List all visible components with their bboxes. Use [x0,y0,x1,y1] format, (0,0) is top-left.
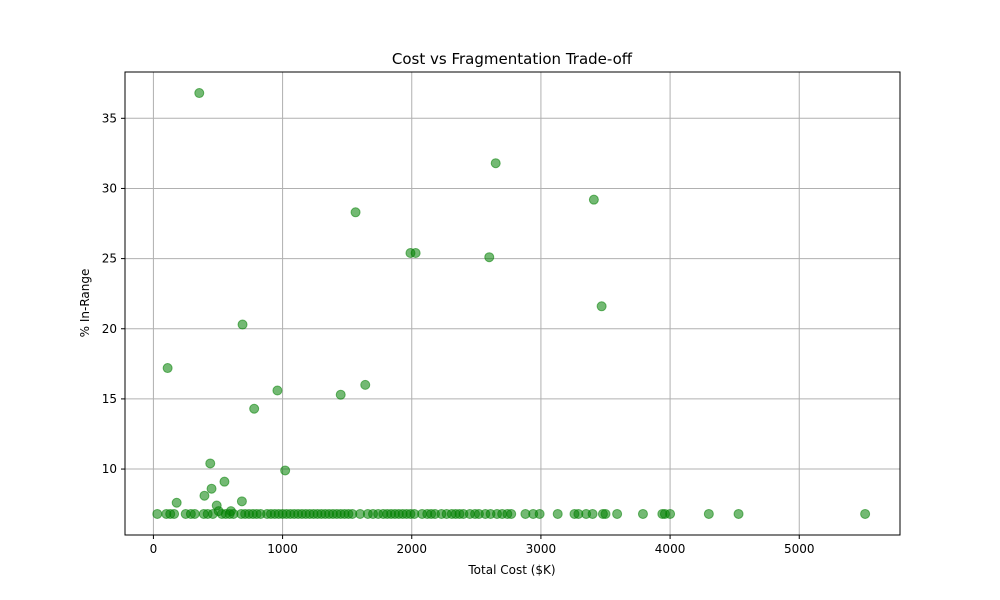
data-point [199,490,210,501]
ticks: 0 1000 2000 3000 4000 5000 10 15 20 25 30 35 [102,111,815,556]
data-point [534,508,545,519]
grid [125,72,900,535]
data-point [280,465,291,476]
data-point [410,247,421,258]
data-point [272,385,283,396]
x-tick-label: 5000 [784,542,815,556]
data-point [587,508,598,519]
x-tick-label: 2000 [396,542,427,556]
y-tick-label: 15 [102,392,117,406]
data-point [169,508,180,519]
data-point [237,319,248,330]
data-point [860,508,871,519]
data-point [350,207,361,218]
x-tick-label: 0 [150,542,158,556]
y-tick-label: 10 [102,462,117,476]
data-point [360,379,371,390]
data-point [335,389,346,400]
data-point [596,301,607,312]
plot-frame [124,71,901,536]
data-point [703,508,714,519]
y-tick-label: 20 [102,322,117,336]
data-point [236,496,247,507]
x-tick-label: 1000 [267,542,298,556]
data-point [552,508,563,519]
data-point [733,508,744,519]
y-axis-label: % In-Range [78,269,92,338]
x-axis-label: Total Cost ($K) [467,563,555,577]
x-tick-label: 3000 [526,542,557,556]
data-point [194,88,205,99]
data-points [152,88,871,519]
data-point [162,363,173,374]
data-point [205,458,216,469]
x-tick-label: 4000 [655,542,686,556]
data-point [665,508,676,519]
data-point [600,508,611,519]
chart-title: Cost vs Fragmentation Trade-off [392,50,633,68]
data-point [171,497,182,508]
data-point [249,403,260,414]
data-point [637,508,648,519]
data-point [206,483,217,494]
data-point [207,508,218,519]
data-point [189,508,200,519]
data-point [506,508,517,519]
data-point [219,476,230,487]
y-tick-label: 30 [102,181,117,195]
y-tick-label: 35 [102,111,117,125]
data-point [612,508,623,519]
y-tick-label: 25 [102,252,117,266]
data-point [490,158,501,169]
data-point [484,252,495,263]
data-point [588,194,599,205]
data-point [152,508,163,519]
